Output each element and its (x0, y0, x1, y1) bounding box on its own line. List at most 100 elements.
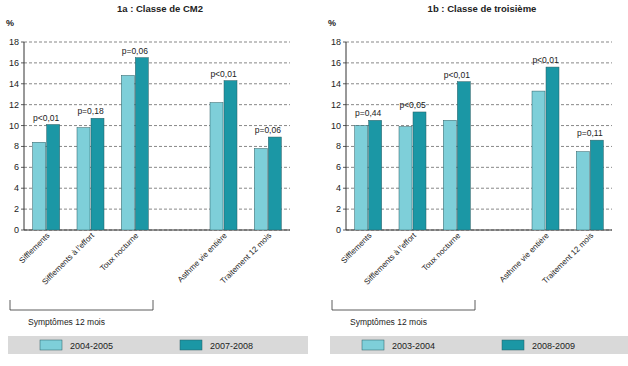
group-label: Symptômes 12 mois (28, 317, 105, 327)
legend-background (330, 336, 628, 354)
legend-label: 2004-2005 (70, 341, 113, 351)
bar (413, 112, 426, 230)
bar (355, 126, 368, 230)
group-bracket (10, 300, 153, 310)
y-tick-label: 14 (9, 79, 19, 89)
bars (33, 58, 282, 230)
y-tick-label: 12 (331, 100, 341, 110)
legend-label: 2008-2009 (532, 341, 575, 351)
grid-line (24, 209, 290, 210)
y-tick-label: 8 (336, 141, 341, 151)
bar (33, 142, 46, 230)
y-tick-label: 6 (14, 162, 19, 172)
bar (210, 103, 223, 230)
y-tick-label: 16 (9, 58, 19, 68)
grid-line (24, 167, 290, 168)
panel: 1a : Classe de CM2% 0 2 4 6 8 10 12 14 16 18 p<0,01… (6, 3, 308, 354)
bar (135, 58, 148, 230)
bar (268, 137, 281, 230)
y-tick-label: 4 (14, 183, 19, 193)
chart-title: 1b : Classe de troisième (428, 3, 537, 14)
y-tick-label: 8 (14, 141, 19, 151)
legend-swatch (180, 340, 202, 350)
x-tick-label: Sifflements (339, 231, 373, 265)
x-tick-label: Sifflements à l'effort (40, 231, 96, 287)
x-tick-label: Sifflements (17, 231, 51, 265)
y-tick-label: 10 (331, 121, 341, 131)
group-label: Symptômes 12 mois (350, 317, 427, 327)
annotation: p<0,01 (532, 55, 559, 65)
annotation: p=0,11 (577, 128, 603, 138)
bar (47, 125, 60, 230)
x-axis (346, 230, 612, 231)
annotation: p=0,06 (255, 125, 282, 135)
annotation: p=0,06 (122, 46, 149, 56)
annotation: p<0,01 (444, 70, 471, 80)
x-tick-label: Toux nocturne (420, 231, 462, 273)
grid-line (24, 42, 290, 43)
y-tick-label: 0 (336, 225, 341, 235)
annotation: p<0,05 (399, 100, 426, 110)
legend-swatch (40, 340, 62, 350)
x-tick-label: Traitement 12 mois (219, 231, 274, 286)
chart-title: 1a : Classe de CM2 (117, 3, 203, 14)
x-axis (24, 230, 290, 231)
y-tick-label: 6 (336, 162, 341, 172)
grid-line (24, 83, 290, 84)
y-axis (24, 42, 25, 230)
grid-line (24, 104, 290, 105)
x-tick-label: Toux nocturne (98, 231, 140, 273)
y-axis-label: % (6, 18, 14, 28)
grid-line (24, 125, 290, 126)
chart-root: 1a : Classe de CM2% 0 2 4 6 8 10 12 14 16 18 p<0,01… (0, 0, 628, 366)
y-tick-label: 16 (331, 58, 341, 68)
legend-label: 2003-2004 (392, 341, 435, 351)
bar (576, 152, 589, 230)
group-bracket (332, 300, 475, 310)
bar (457, 82, 470, 230)
grid-line (24, 230, 290, 231)
y-tick-label: 18 (331, 37, 341, 47)
x-tick-label: Sifflements à l'effort (362, 231, 418, 287)
legend-swatch (362, 340, 384, 350)
bar (121, 75, 134, 230)
y-tick-label: 18 (9, 37, 19, 47)
y-tick-label: 12 (9, 100, 19, 110)
grid-line (346, 83, 612, 84)
bar (369, 120, 382, 230)
bars (355, 67, 604, 230)
grid-line (346, 42, 612, 43)
bar (532, 91, 545, 230)
legend-label: 2007-2008 (210, 341, 253, 351)
bar (224, 81, 237, 230)
grid-line (346, 104, 612, 105)
bar (590, 140, 603, 230)
y-tick-label: 14 (331, 79, 341, 89)
y-tick-label: 10 (9, 121, 19, 131)
page: {"chart_data": [ {"type": "bar", "title"… (0, 0, 628, 366)
annotation: p<0,01 (33, 113, 60, 123)
grid-line (346, 146, 612, 147)
y-tick-label: 4 (336, 183, 341, 193)
bar (546, 67, 559, 230)
y-tick-label: 2 (14, 204, 19, 214)
bar (443, 120, 456, 230)
legend-swatch (502, 340, 524, 350)
bar (77, 128, 90, 230)
y-tick-label: 0 (14, 225, 19, 235)
bar (254, 149, 267, 230)
grid-line (346, 209, 612, 210)
grid-line (346, 188, 612, 189)
y-axis-label: % (328, 18, 336, 28)
x-tick-label: Traitement 12 mois (541, 231, 596, 286)
bar (399, 127, 412, 230)
grid-line (346, 125, 612, 126)
legend: 2003-2004 2008-2009 (330, 336, 628, 354)
grid-line (24, 146, 290, 147)
legend-background (8, 336, 308, 354)
panel: 1b : Classe de troisième%024681012141618… (328, 3, 628, 354)
annotation: p<0,01 (210, 69, 237, 79)
bar (91, 118, 104, 230)
annotation: p=0,18 (77, 106, 104, 116)
grid-line (24, 188, 290, 189)
